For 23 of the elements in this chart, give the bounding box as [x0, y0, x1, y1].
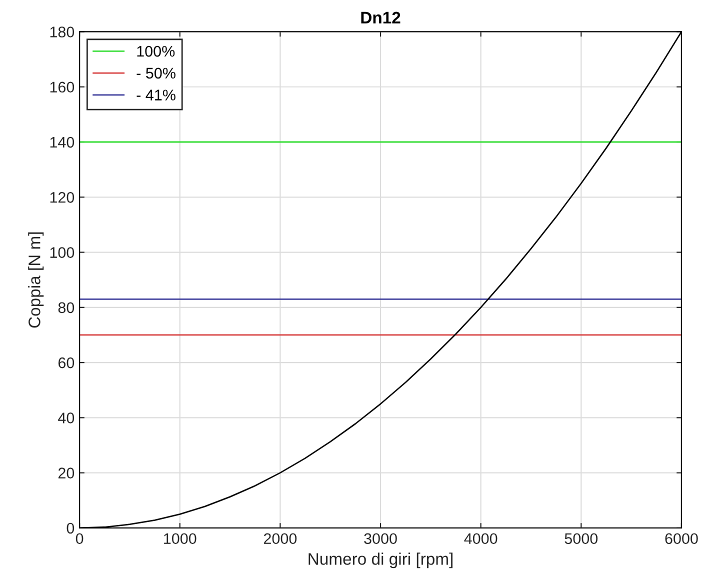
- x-tick-label: 0: [76, 533, 84, 544]
- legend-label: - 41%: [136, 90, 176, 100]
- y-tick-label: 140: [50, 136, 74, 148]
- x-tick-label: 3000: [364, 533, 397, 544]
- y-tick-label: 60: [58, 357, 74, 368]
- y-tick-label: 160: [50, 82, 74, 93]
- y-tick-label: 40: [58, 412, 74, 424]
- y-axis-title: Coppia [N m]: [28, 232, 44, 328]
- legend-label: 100%: [137, 46, 175, 57]
- x-tick-label: 5000: [564, 533, 598, 544]
- y-tick-label: 80: [58, 302, 74, 314]
- x-tick-label: 2000: [264, 533, 297, 544]
- y-tick-label: 0: [66, 522, 74, 534]
- x-axis-title: Numero di giri [rpm]: [308, 552, 452, 568]
- legend-label: - 50%: [136, 68, 176, 79]
- chart-title: Dn12: [361, 12, 400, 24]
- y-tick-label: 20: [58, 468, 74, 479]
- x-tick-label: 1000: [164, 533, 196, 544]
- y-tick-label: 100: [50, 247, 74, 258]
- y-tick-label: 180: [50, 26, 74, 38]
- x-tick-label: 4000: [464, 533, 498, 544]
- x-tick-label: 6000: [665, 533, 698, 544]
- y-tick-label: 120: [50, 192, 74, 203]
